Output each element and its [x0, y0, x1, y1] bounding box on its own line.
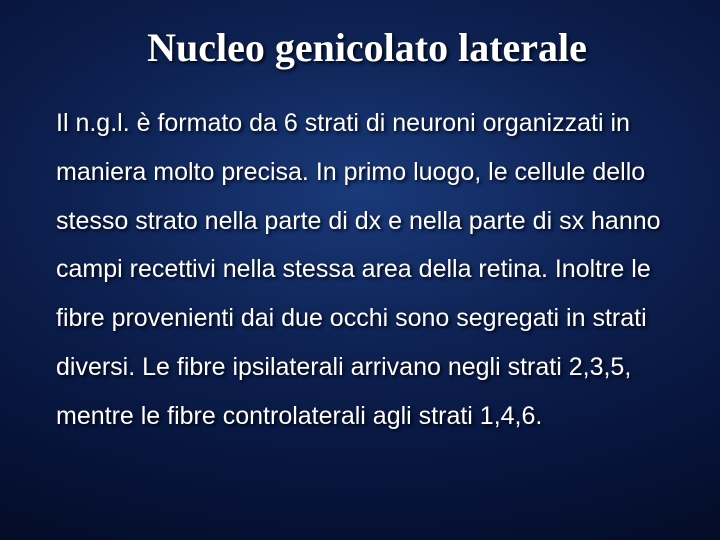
slide-container: Nucleo genicolato laterale Il n.g.l. è f…	[0, 0, 720, 540]
slide-title: Nucleo genicolato laterale	[56, 24, 678, 71]
slide-body-text: Il n.g.l. è formato da 6 strati di neuro…	[56, 99, 678, 440]
